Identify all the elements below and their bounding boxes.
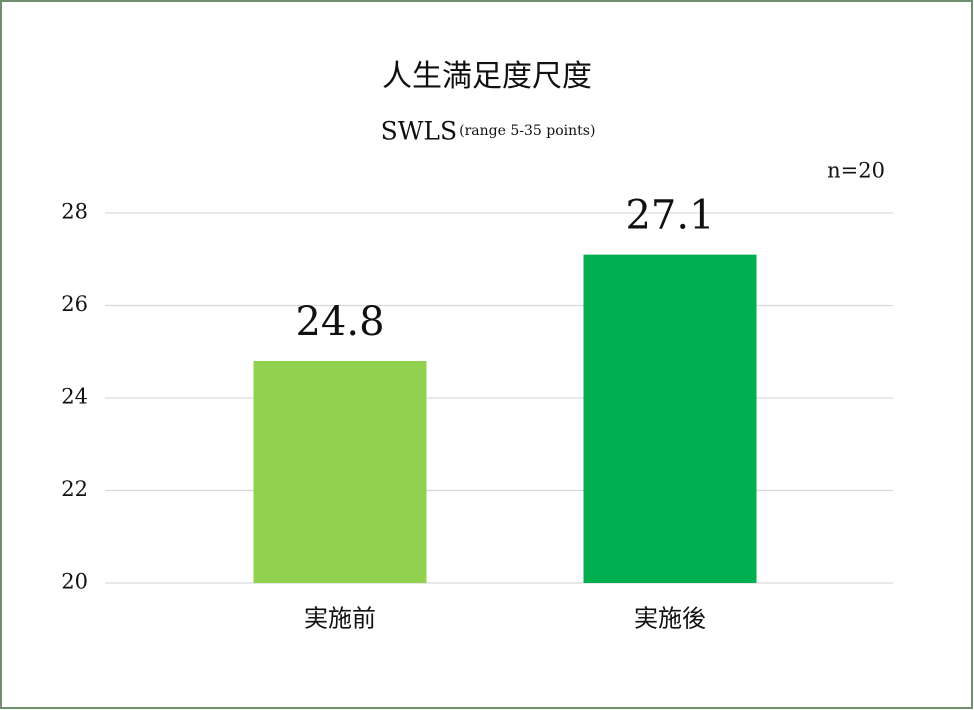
y-tick-label: 28 <box>61 200 88 224</box>
y-tick-label: 22 <box>61 477 88 501</box>
bar <box>583 254 757 583</box>
data-label: 24.8 <box>295 299 384 345</box>
data-label: 27.1 <box>625 193 714 239</box>
y-tick-label: 20 <box>61 570 88 594</box>
chart-title: 人生満足度尺度 <box>382 59 592 94</box>
chart-subtitle-note: (range 5-35 points) <box>459 123 595 139</box>
chart-subtitle: SWLS <box>381 117 458 146</box>
bar <box>253 361 427 583</box>
y-tick-label: 26 <box>61 292 88 316</box>
x-tick-label: 実施前 <box>304 605 376 633</box>
y-tick-label: 24 <box>61 385 88 409</box>
x-tick-label: 実施後 <box>634 605 706 633</box>
annotation: n=20 <box>827 159 885 183</box>
